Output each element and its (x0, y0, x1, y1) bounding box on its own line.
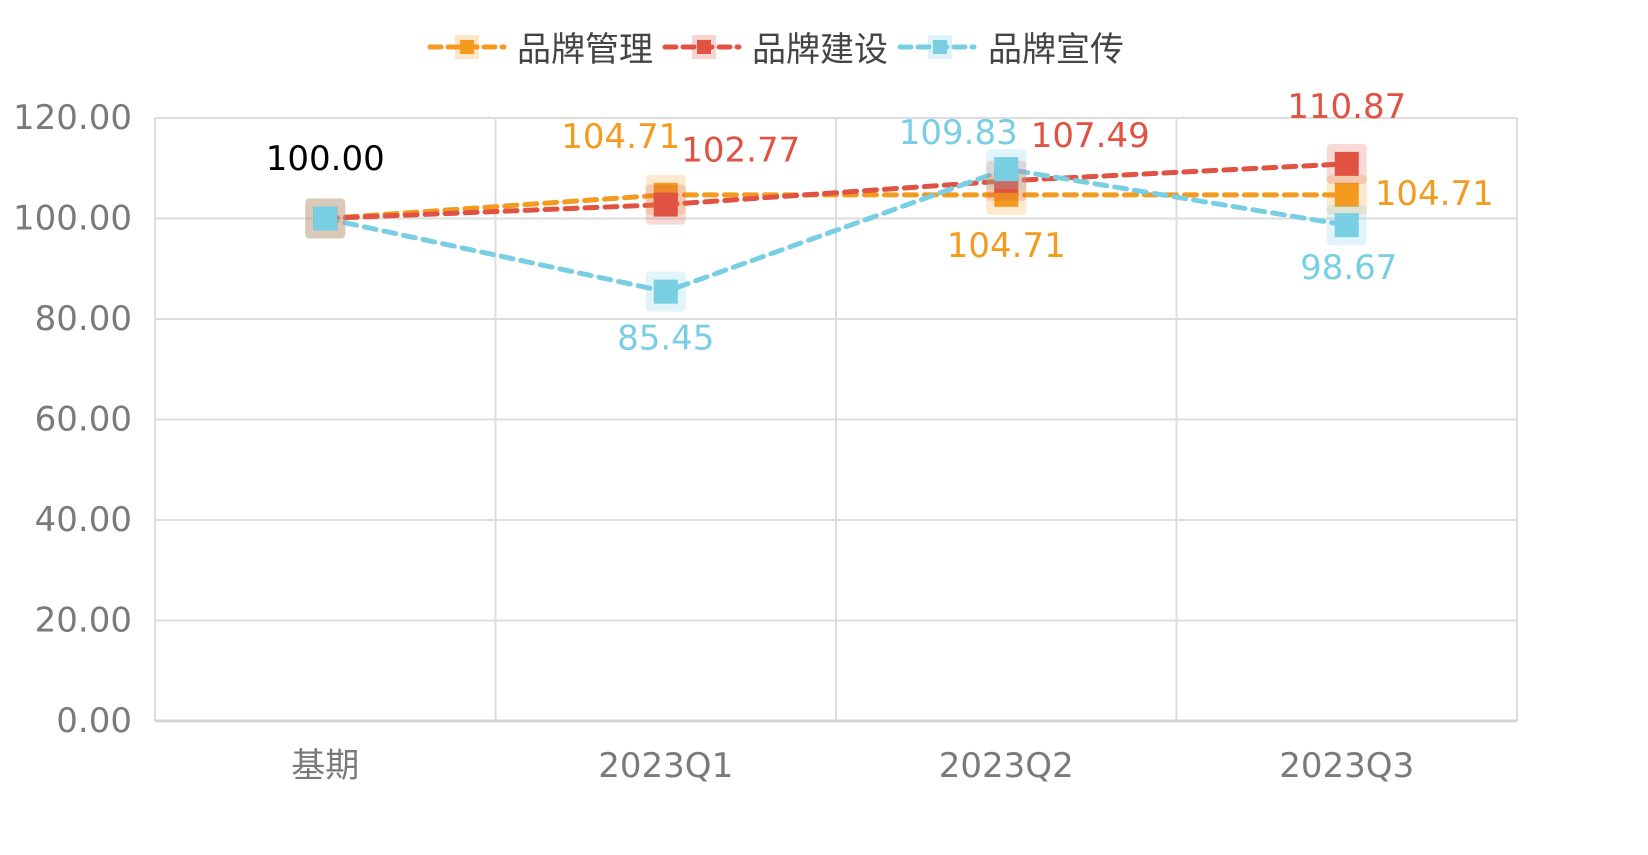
data-point-s1-p1 (645, 184, 686, 225)
legend-marker-0 (460, 40, 474, 54)
legend-marker-1 (697, 40, 711, 54)
series-line-2 (322, 166, 1350, 295)
legend-label-2: 品牌宣传 (988, 30, 1124, 70)
x-tick-label-2: 2023Q2 (939, 746, 1074, 786)
legend-item-1: 品牌建设 (662, 30, 888, 70)
x-tick-label-3: 2023Q3 (1279, 746, 1414, 786)
y-tick-label-4: 80.00 (35, 299, 132, 339)
y-tick-label-0: 0.00 (56, 701, 132, 741)
data-label-s1-p2: 107.49 (1031, 116, 1150, 156)
legend-item-0: 品牌管理 (427, 30, 653, 70)
y-tick-label-6: 120.00 (13, 98, 132, 138)
legend-marker-2 (933, 40, 947, 54)
data-point-marker-s2-p2 (994, 157, 1019, 182)
legend-label-0: 品牌管理 (517, 30, 653, 70)
data-point-marker-s1-p3 (1334, 151, 1359, 176)
data-label-s0-p3: 104.71 (1375, 174, 1494, 214)
base-data-label: 100.00 (266, 139, 385, 179)
data-label-s1-p1: 102.77 (681, 131, 800, 171)
x-tick-label-1: 2023Q1 (598, 746, 733, 786)
data-point-s2-p2 (986, 149, 1027, 190)
data-point-s0-p3 (1326, 174, 1367, 215)
grid-lines (154, 117, 1518, 722)
data-point-s2-p3 (1326, 205, 1367, 246)
data-point-marker-s2-p3 (1334, 213, 1359, 238)
data-point-marker-s1-p1 (653, 192, 678, 217)
y-tick-label-1: 20.00 (35, 601, 132, 641)
legend-item-2: 品牌宣传 (897, 30, 1124, 70)
data-point-s2-p0 (305, 198, 346, 239)
y-tick-label-2: 40.00 (35, 500, 132, 540)
data-point-marker-s2-p1 (653, 279, 678, 304)
data-label-s2-p3: 98.67 (1300, 248, 1397, 288)
series-line-1 (322, 161, 1350, 221)
legend-label-1: 品牌建设 (752, 30, 888, 70)
data-point-s2-p1 (645, 271, 686, 312)
data-point-s1-p3 (1326, 143, 1367, 184)
data-label-s1-p3: 110.87 (1287, 87, 1406, 127)
data-label-s2-p2: 109.83 (899, 113, 1018, 153)
data-point-marker-s2-p0 (313, 206, 338, 231)
x-tick-label-0: 基期 (291, 746, 359, 786)
data-label-s0-p2: 104.71 (947, 226, 1066, 266)
y-tick-label-5: 100.00 (13, 199, 132, 239)
data-label-s0-p1: 104.71 (561, 117, 680, 157)
y-tick-label-3: 60.00 (35, 400, 132, 440)
data-point-marker-s0-p3 (1334, 182, 1359, 207)
data-label-s2-p1: 85.45 (617, 319, 714, 359)
